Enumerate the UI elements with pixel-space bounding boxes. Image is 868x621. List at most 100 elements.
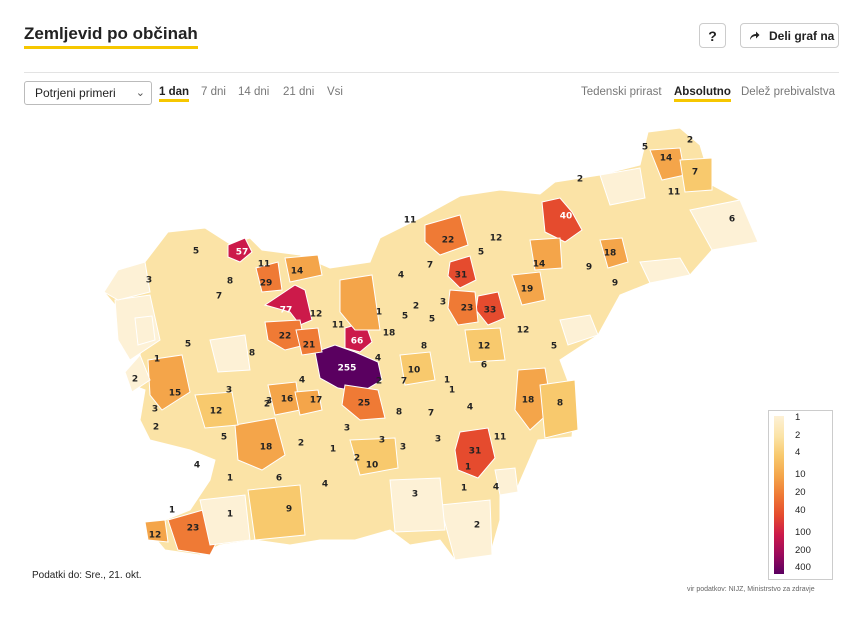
map-value-label: 33 <box>484 306 497 316</box>
municipality-kocevje <box>234 417 286 471</box>
map-value-label: 3 <box>266 397 272 407</box>
municipality-vrhnika <box>294 389 323 416</box>
map-value-label: 7 <box>216 292 222 302</box>
map-value-label: 5 <box>185 340 191 350</box>
map-value-label: 19 <box>521 285 534 295</box>
map-value-label: 4 <box>375 354 381 364</box>
map-value-label: 6 <box>481 361 487 371</box>
map-value-label: 1 <box>449 386 455 396</box>
map-value-label: 6 <box>276 474 282 484</box>
map-value-label: 77 <box>280 306 293 316</box>
map-value-label: 12 <box>310 310 323 320</box>
municipality-cerknica <box>247 484 306 541</box>
map-value-label: 40 <box>560 212 573 222</box>
municipality-novo-mesto <box>454 427 496 479</box>
map-value-label: 1 <box>169 506 175 516</box>
map-value-label: 11 <box>332 321 345 331</box>
map-value-label: 11 <box>404 216 417 226</box>
map-value-label: 23 <box>187 524 200 534</box>
map-value-label: 2 <box>132 375 138 385</box>
map-value-label: 1 <box>376 308 382 318</box>
map-value-label: 5 <box>429 315 435 325</box>
tab-vsi[interactable]: Vsi <box>327 86 343 98</box>
tab-absolutno[interactable]: Absolutno <box>674 86 731 102</box>
map-value-label: 12 <box>210 407 223 417</box>
municipality-lenart <box>679 157 713 193</box>
tab-1-dan[interactable]: 1 dan <box>159 86 190 102</box>
map-value-label: 31 <box>469 447 482 457</box>
map-value-label: 57 <box>236 248 249 258</box>
municipality-sentjur <box>529 237 563 271</box>
map-value-label: 1 <box>227 474 233 484</box>
map-value-label: 7 <box>401 377 407 387</box>
map-value-label: 3 <box>435 435 441 445</box>
map-value-label: 21 <box>303 341 316 351</box>
map-value-label: 12 <box>490 234 503 244</box>
map-value-label: 4 <box>194 461 200 471</box>
map-value-label: 2 <box>577 175 583 185</box>
map-value-label: 7 <box>692 168 698 178</box>
map-value-label: 3 <box>344 424 350 434</box>
map-value-label: 3 <box>146 276 152 286</box>
metric-select[interactable]: Potrjeni primeri ⌄ <box>24 81 152 105</box>
municipality-ljubljana <box>314 344 383 393</box>
map-value-label: 5 <box>642 143 648 153</box>
share-arrow-icon <box>750 31 760 40</box>
municipality-postojna <box>194 391 239 429</box>
municipality-ptuj <box>599 237 629 269</box>
legend-label-4: 4 <box>795 447 801 458</box>
tab-14-dni[interactable]: 14 dni <box>238 86 270 98</box>
municipality-jesenice <box>227 237 253 263</box>
map-value-label: 22 <box>442 236 455 246</box>
map-value-label: 8 <box>421 342 427 352</box>
map-value-label: 4 <box>467 403 473 413</box>
map-value-label: 2 <box>474 521 480 531</box>
municipality-slovenska-bistrica <box>511 271 546 306</box>
municipality-kanal <box>134 315 156 346</box>
tab-7-dni[interactable]: 7 dni <box>201 86 226 98</box>
color-legend: 1 2 4 10 20 40 100 200 400 <box>768 410 833 580</box>
map-value-label: 16 <box>281 395 294 405</box>
municipality-izola <box>144 519 169 543</box>
legend-label-10: 10 <box>795 469 806 480</box>
map-value-label: 8 <box>557 399 563 409</box>
map-value-label: 4 <box>322 480 328 490</box>
data-source: vir podatkov: NIJZ, Ministrstvo za zdrav… <box>687 586 815 593</box>
tab-delez-prebivalstva[interactable]: Delež prebivalstva <box>741 86 835 98</box>
municipality-brezice <box>539 379 579 439</box>
municipality-grosuplje <box>341 384 386 421</box>
tab-21-dni[interactable]: 21 dni <box>283 86 315 98</box>
chevron-down-icon: ⌄ <box>135 87 145 99</box>
map-value-label: 3 <box>379 436 385 446</box>
help-button[interactable]: ? <box>699 23 726 48</box>
municipality-labels: 2557766574033313129252323222221191818181… <box>132 136 735 541</box>
map-value-label: 6 <box>729 215 735 225</box>
share-button[interactable]: Deli graf na <box>740 23 839 48</box>
municipality-maribor <box>541 197 583 243</box>
map-value-label: 7 <box>428 409 434 419</box>
municipality-zagorje <box>464 327 506 363</box>
municipality-medvode <box>295 327 323 356</box>
map-value-label: 2 <box>413 302 419 312</box>
legend-label-100: 100 <box>795 527 811 538</box>
tab-tedenski-prirast[interactable]: Tedenski prirast <box>581 86 662 98</box>
map-value-label: 15 <box>169 389 182 399</box>
legend-label-400: 400 <box>795 562 811 573</box>
map-value-label: 22 <box>279 332 292 342</box>
map-value-label: 2 <box>264 400 270 410</box>
municipality-kostel <box>389 477 446 533</box>
data-date: Podatki do: Sre., 21. okt. <box>32 570 142 581</box>
map-value-label: 11 <box>494 433 507 443</box>
municipality-kamnik <box>339 274 381 331</box>
map-value-label: 3 <box>400 443 406 453</box>
share-button-label: Deli graf na <box>769 28 835 43</box>
map-value-label: 17 <box>310 396 323 406</box>
map-value-label: 14 <box>291 267 304 277</box>
map-value-label: 25 <box>358 399 371 409</box>
page-title: Zemljevid po občinah <box>24 24 198 49</box>
municipality-zalec <box>447 289 479 326</box>
municipality-map: 2557766574033313129252323222221191818181… <box>103 127 759 561</box>
map-value-label: 12 <box>517 326 530 336</box>
municipality-metlika <box>494 467 519 496</box>
map-value-label: 23 <box>461 304 474 314</box>
